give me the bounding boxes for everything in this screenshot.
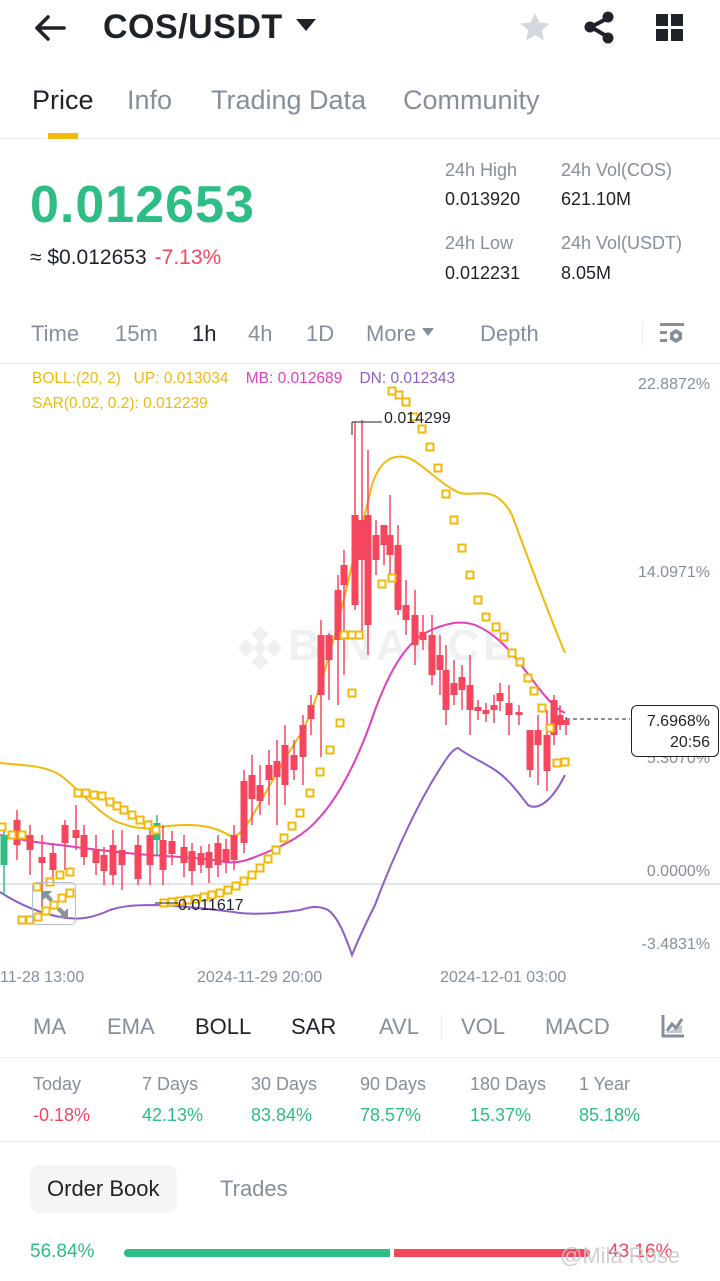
candle-countdown: 20:56 <box>669 734 710 751</box>
share-icon <box>584 11 614 44</box>
stat-vol-quote-label: 24h Vol(USDT) <box>561 233 683 253</box>
stat-vol-base-label: 24h Vol(COS) <box>561 160 673 180</box>
divider <box>441 1014 442 1040</box>
watermark-text: BINANCE <box>288 621 517 670</box>
back-button[interactable] <box>30 10 70 46</box>
indicator-macd[interactable]: MACD <box>545 1014 610 1039</box>
chevron-down-icon <box>422 328 435 337</box>
pair-title[interactable]: COS/USDT <box>103 8 283 46</box>
interval-bar: Time 15m 1h 4h 1D More Depth <box>0 306 720 364</box>
divider <box>642 322 643 346</box>
high-price-marker: 0.014299 <box>384 410 451 427</box>
chart-canvas <box>0 386 720 958</box>
perf-value: -0.18% <box>33 1105 91 1125</box>
share-button[interactable] <box>580 8 620 48</box>
indicator-ma[interactable]: MA <box>33 1014 66 1039</box>
y-axis-label: 22.8872% <box>637 376 710 393</box>
current-price-marker[interactable]: 7.6968% 20:56 <box>631 705 719 757</box>
indicator-bar: MA EMA BOLL SAR AVL VOL MACD <box>0 1000 720 1058</box>
interval-depth[interactable]: Depth <box>480 321 539 346</box>
perf-label: 30 Days <box>251 1074 318 1094</box>
tab-info[interactable]: Info <box>127 85 173 115</box>
binance-logo-icon <box>237 625 283 671</box>
perf-value: 42.13% <box>142 1105 204 1125</box>
line-chart-icon <box>661 1015 684 1038</box>
x-axis-label: 11-28 13:00 <box>0 969 85 986</box>
perf-value: 78.57% <box>360 1105 422 1125</box>
stat-low-label: 24h Low <box>445 233 514 253</box>
active-tab-indicator <box>48 133 78 139</box>
expand-arrows-icon <box>42 891 68 918</box>
x-axis-label: 2024-12-01 03:00 <box>440 969 567 986</box>
tab-order-book[interactable]: Order Book <box>30 1165 177 1213</box>
perf-value: 15.37% <box>470 1105 532 1125</box>
price-usd-line: ≈ $0.012653 -7.13% <box>30 246 221 270</box>
perf-label: 90 Days <box>360 1074 427 1094</box>
y-axis-label: 14.0971% <box>637 564 710 581</box>
back-arrow-icon <box>35 15 66 41</box>
performance-row: Today -0.18% 7 Days 42.13% 30 Days 83.84… <box>0 1060 720 1142</box>
perf-label: 180 Days <box>470 1074 547 1094</box>
usd-equivalent: ≈ $0.012653 <box>30 246 147 269</box>
candlestick-chart[interactable]: BINANCE BOLL:(20, 2) UP: 0.013034 MB: 0.… <box>0 365 720 1000</box>
boll-up: UP: 0.013034 <box>133 370 229 387</box>
binance-watermark: BINANCE <box>236 621 516 672</box>
y-axis-label: 0.0000% <box>646 863 710 880</box>
interval-more[interactable]: More <box>366 321 435 347</box>
perf-label: Today <box>33 1074 82 1094</box>
perf-value: 85.18% <box>579 1105 641 1125</box>
tab-price[interactable]: Price <box>32 85 94 115</box>
indicator-vol[interactable]: VOL <box>461 1014 506 1039</box>
sell-ratio-bar <box>394 1249 590 1257</box>
main-tabs: Price Info Trading Data Community <box>0 75 720 139</box>
tab-community[interactable]: Community <box>403 85 540 115</box>
stat-vol-base-value: 621.10M <box>561 189 632 209</box>
stat-low-value: 0.012231 <box>445 263 521 283</box>
current-pct: 7.6968% <box>646 713 710 730</box>
indicator-boll[interactable]: BOLL <box>195 1014 252 1039</box>
stat-high-label: 24h High <box>445 160 518 180</box>
stat-high-value: 0.013920 <box>445 189 521 209</box>
sar-legend: SAR(0.02, 0.2): 0.012239 <box>32 395 208 412</box>
chart-settings-icon <box>660 323 684 343</box>
interval-1h[interactable]: 1h <box>192 321 217 346</box>
boll-dn: DN: 0.012343 <box>359 370 456 387</box>
price-change-pct: -7.13% <box>154 246 222 269</box>
chart-settings-button[interactable] <box>658 320 686 348</box>
indicator-sar[interactable]: SAR <box>291 1014 337 1039</box>
pair-dropdown-caret-icon[interactable] <box>296 19 316 31</box>
perf-label: 1 Year <box>579 1074 631 1094</box>
boll-legend: BOLL:(20, 2) UP: 0.013034 MB: 0.012689 D… <box>32 370 455 388</box>
boll-mb: MB: 0.012689 <box>245 370 343 387</box>
interval-4h[interactable]: 4h <box>248 321 273 346</box>
layout-button[interactable] <box>650 8 690 48</box>
last-price: 0.012653 <box>30 176 255 234</box>
favorite-star-icon <box>520 13 550 41</box>
y-axis-label: -3.4831% <box>641 936 711 953</box>
interval-1d[interactable]: 1D <box>306 321 335 346</box>
perf-label: 7 Days <box>142 1074 199 1094</box>
interval-15m[interactable]: 15m <box>115 321 158 346</box>
top-bar: COS/USDT <box>0 0 720 60</box>
favorite-button[interactable] <box>515 8 555 48</box>
grid-layout-icon <box>656 14 683 41</box>
perf-value: 83.84% <box>251 1105 313 1125</box>
indicator-settings-button[interactable] <box>660 1013 686 1039</box>
buy-ratio-bar <box>124 1249 390 1257</box>
stat-vol-quote-value: 8.05M <box>561 263 612 283</box>
credit-watermark: @Mila Rose <box>560 1243 681 1268</box>
indicator-ema[interactable]: EMA <box>107 1014 155 1039</box>
fullscreen-button[interactable] <box>32 882 76 925</box>
x-axis-label: 2024-11-29 20:00 <box>197 969 323 986</box>
buy-ratio: 56.84% <box>30 1241 95 1262</box>
low-price-marker: 0.011617 <box>178 897 244 914</box>
interval-more-label: More <box>366 321 417 346</box>
tab-trading-data[interactable]: Trading Data <box>211 85 367 115</box>
indicator-avl[interactable]: AVL <box>379 1014 419 1039</box>
sell-ratio: 43.16% <box>608 1241 673 1262</box>
interval-time[interactable]: Time <box>31 321 80 346</box>
tab-trades[interactable]: Trades <box>220 1176 288 1201</box>
boll-params: BOLL:(20, 2) <box>32 370 121 387</box>
